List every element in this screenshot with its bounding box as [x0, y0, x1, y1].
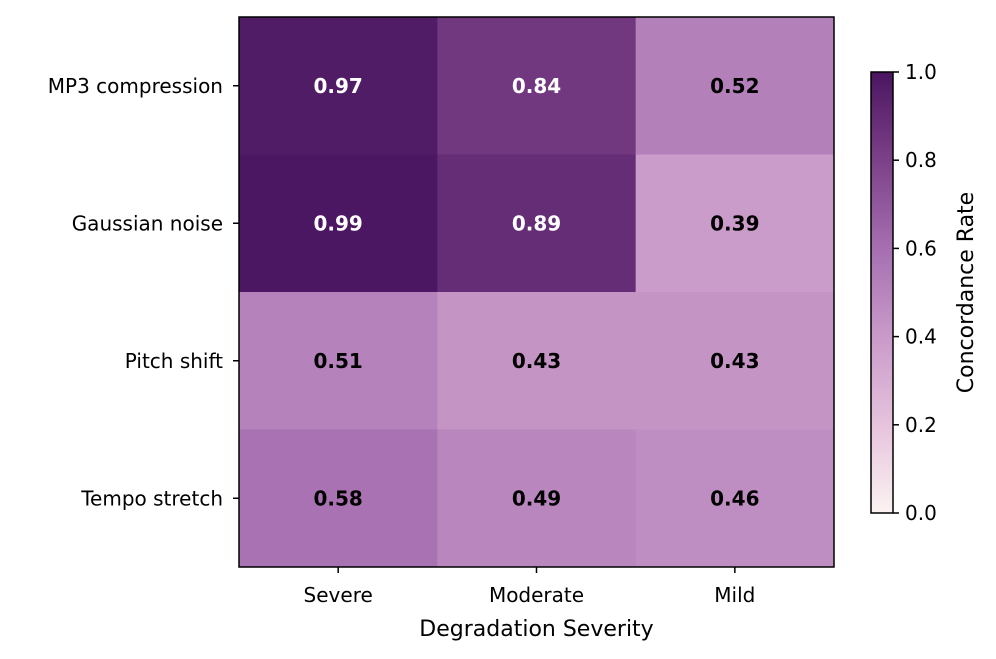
heatmap-cell-pitch-shift-moderate [437, 292, 637, 430]
cell-value-label: 0.84 [512, 74, 561, 98]
cell-value-label: 0.97 [313, 74, 362, 98]
heatmap-cell-gaussian-noise-mild [635, 154, 835, 293]
y-tick-label-gaussian-noise: Gaussian noise [72, 211, 223, 235]
y-tick-label-tempo-stretch: Tempo stretch [80, 486, 223, 510]
colorbar-tick-label: 0.8 [905, 148, 937, 172]
colorbar-ticks: 0.0 0.2 0.4 0.6 0.8 1.0 [893, 60, 937, 525]
colorbar-tick-label: 1.0 [905, 60, 937, 84]
colorbar-gradient [870, 71, 894, 514]
heatmap-cell-pitch-shift-severe [239, 292, 438, 430]
x-axis-title: Degradation Severity [419, 617, 653, 642]
colorbar-title: Concordance Rate [954, 192, 979, 393]
heatmap-cell-mp3-compression-moderate [437, 17, 637, 155]
cell-value-label: 0.46 [710, 486, 759, 510]
cell-value-label: 0.51 [313, 349, 362, 373]
cell-value-label: 0.39 [710, 211, 759, 235]
y-tick-label-mp3-compression: MP3 compression [48, 74, 223, 98]
y-axis-ticks: MP3 compression Gaussian noise Pitch shift… [48, 74, 239, 510]
heatmap-cell-mp3-compression-mild [635, 17, 835, 155]
colorbar: 0.0 0.2 0.4 0.6 0.8 1.0 Concordance Rate [870, 60, 979, 525]
x-tick-label-mild: Mild [714, 583, 755, 607]
heatmap-cell-gaussian-noise-moderate [437, 154, 637, 293]
cell-value-label: 0.58 [313, 486, 362, 510]
colorbar-tick-label: 0.4 [905, 325, 937, 349]
cell-value-label: 0.49 [512, 486, 561, 510]
cell-value-label: 0.43 [512, 349, 561, 373]
y-tick-label-pitch-shift: Pitch shift [125, 349, 223, 373]
colorbar-tick-label: 0.0 [905, 501, 937, 525]
cell-value-label: 0.52 [710, 74, 759, 98]
heatmap-cell-tempo-stretch-mild [635, 429, 835, 568]
heatmap-cell-mp3-compression-severe [239, 17, 438, 155]
x-axis-ticks: Severe Moderate Mild [304, 567, 755, 607]
x-tick-label-moderate: Moderate [489, 583, 584, 607]
x-tick-label-severe: Severe [304, 583, 373, 607]
colorbar-tick-label: 0.6 [905, 236, 937, 260]
cell-value-label: 0.89 [512, 211, 561, 235]
heatmap-cell-tempo-stretch-severe [239, 429, 438, 568]
cell-value-label: 0.99 [313, 211, 362, 235]
heatmap-cells: 0.97 0.84 0.52 0.99 0.89 0.39 0.51 0.43 0.43 0.58… [239, 17, 835, 568]
heatmap-cell-pitch-shift-mild [635, 292, 835, 430]
colorbar-tick-label: 0.2 [905, 413, 937, 437]
cell-value-label: 0.43 [710, 349, 759, 373]
heatmap-cell-tempo-stretch-moderate [437, 429, 637, 568]
heatmap-cell-gaussian-noise-severe [239, 154, 438, 293]
